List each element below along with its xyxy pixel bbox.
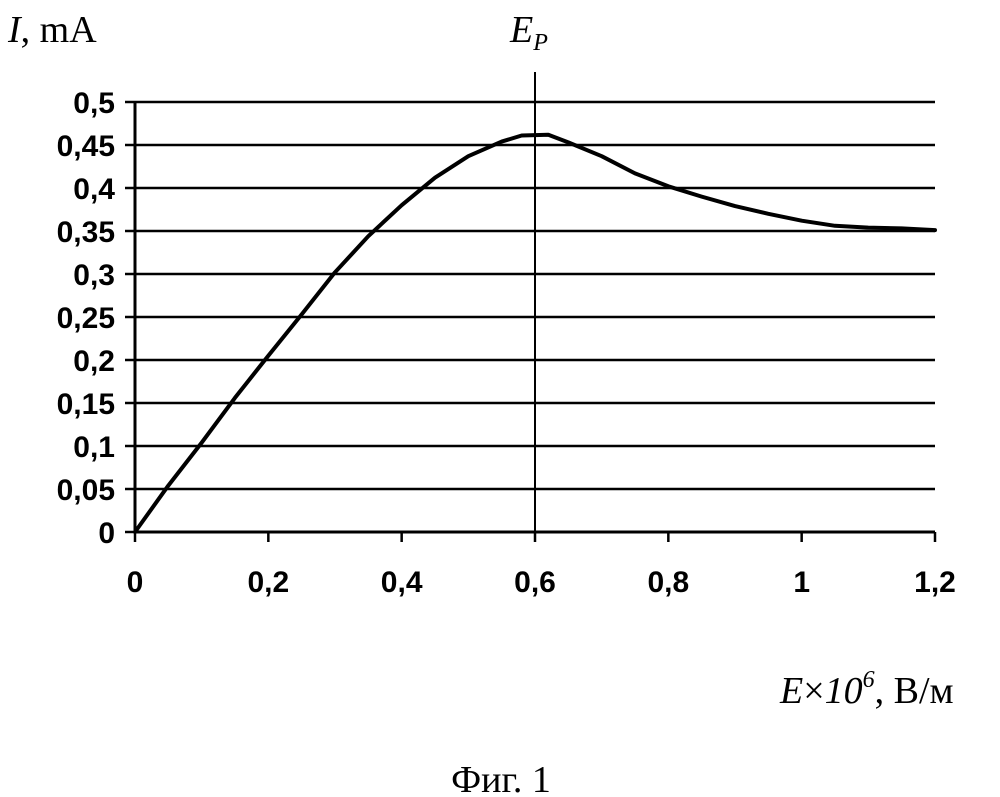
y-tick-label: 0,5 <box>73 87 115 120</box>
y-axis-label: I, mA <box>7 9 97 51</box>
y-tick-label: 0 <box>98 517 115 550</box>
y-tick-label: 0,45 <box>57 130 115 163</box>
y-tick-label: 0,1 <box>73 431 115 464</box>
y-tick-label: 0,3 <box>73 259 115 292</box>
y-tick-label: 0,15 <box>57 388 115 421</box>
x-tick-label: 1,2 <box>914 566 956 599</box>
y-tick-label: 0,05 <box>57 474 115 507</box>
figure-caption: Фиг. 1 <box>451 759 551 797</box>
marker-label-symbol: E <box>509 9 533 51</box>
x-ticks: 0 0,2 0,4 0,6 0,8 1 1,2 <box>127 532 956 599</box>
y-tick-label: 0,35 <box>57 216 115 249</box>
marker-label: EP <box>509 9 548 56</box>
x-axis-factor: 10 <box>825 670 863 712</box>
y-tick-label: 0,4 <box>73 173 115 206</box>
x-tick-label: 0,8 <box>647 566 689 599</box>
x-tick-label: 1 <box>793 566 810 599</box>
y-tick-label: 0,25 <box>57 302 115 335</box>
marker-label-subscript: P <box>532 30 548 56</box>
x-tick-label: 0 <box>127 566 144 599</box>
x-axis-unit: , В/м <box>875 670 954 712</box>
x-tick-label: 0,2 <box>247 566 289 599</box>
y-axis-unit: , mA <box>21 9 98 51</box>
y-ticks: 0 0,05 0,1 0,15 0,2 0,25 0,3 0,35 0,4 0,45 0,5 <box>57 87 135 550</box>
x-axis-symbol: E <box>779 670 803 712</box>
y-tick-label: 0,2 <box>73 345 115 378</box>
x-tick-label: 0,4 <box>381 566 423 599</box>
x-tick-label: 0,6 <box>514 566 556 599</box>
x-axis-exponent: 6 <box>863 667 875 693</box>
x-axis-label: E×106, В/м <box>779 667 954 712</box>
x-axis-times: × <box>803 670 824 712</box>
